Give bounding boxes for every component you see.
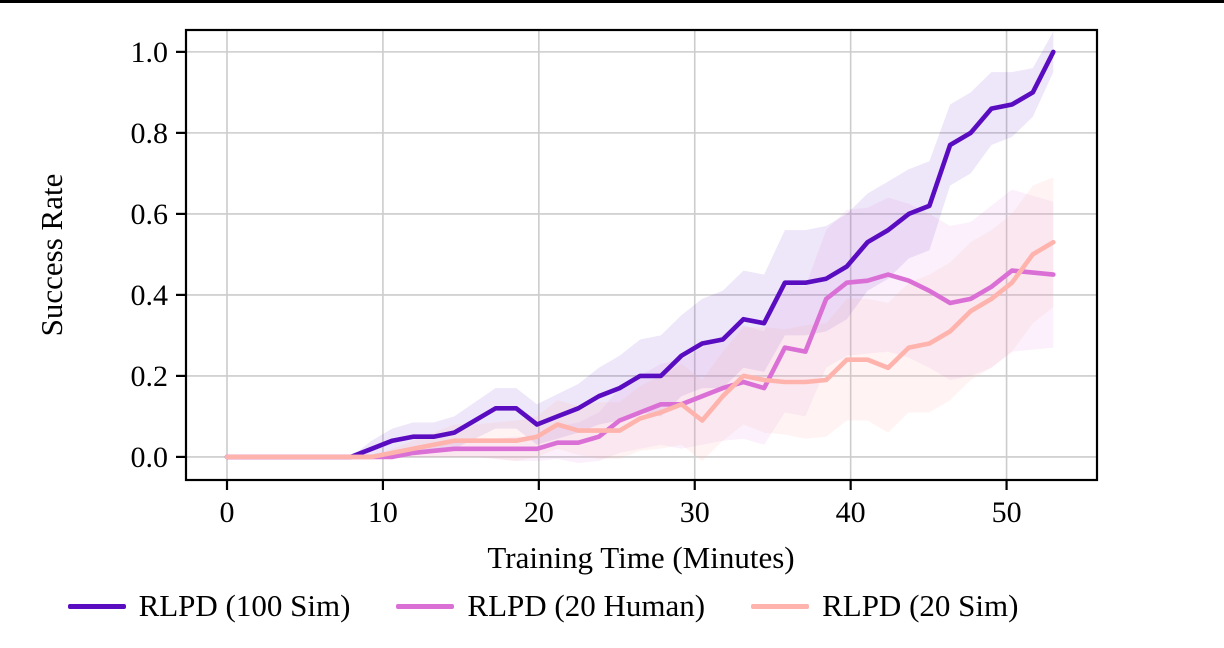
x-tick-label: 0: [220, 496, 235, 529]
y-tick-label: 0.6: [131, 198, 169, 231]
x-tick-label: 50: [992, 496, 1022, 529]
x-axis-label: Training Time (Minutes): [487, 540, 795, 575]
confidence-bands: [227, 31, 1054, 463]
x-tick-label: 40: [836, 496, 866, 529]
band-rlpd-20-sim-: [227, 177, 1054, 461]
tick-labels: 0 10 20 30 40 50 0.0 0.2 0.4 0.6 0.8 1.0: [131, 36, 1022, 529]
legend-item-rlpd-20-sim: RLPD (20 Sim): [751, 588, 1018, 624]
y-tick-label: 0.8: [131, 117, 169, 150]
y-tick-label: 0.2: [131, 360, 169, 393]
axis-ticks: [176, 50, 1008, 490]
x-tick-label: 30: [680, 496, 710, 529]
legend-swatch-rlpd-100-sim: [67, 603, 126, 609]
x-tick-label: 10: [368, 496, 398, 529]
legend-label-rlpd-100-sim: RLPD (100 Sim): [138, 588, 351, 623]
x-tick-label: 20: [524, 496, 554, 529]
legend-item-rlpd-20-human: RLPD (20 Human): [396, 588, 705, 624]
series-line-rlpd-20-sim-: [224, 239, 1056, 460]
legend-swatch-rlpd-20-human: [396, 603, 455, 609]
legend-label-rlpd-20-human: RLPD (20 Human): [467, 588, 706, 623]
chart-legend: RLPD (100 Sim) RLPD (20 Human) RLPD (20 …: [0, 588, 1155, 624]
band-rlpd-100-sim-: [227, 31, 1054, 457]
y-tick-label: 0.0: [131, 441, 169, 474]
y-axis-label: Success Rate: [34, 173, 69, 337]
chart-canvas: 0 10 20 30 40 50 0.0 0.2 0.4 0.6 0.8 1.0: [131, 28, 1099, 529]
top-divider-rule: [0, 0, 1224, 3]
series-line-rlpd-100-sim-: [224, 49, 1056, 460]
legend-item-rlpd-100-sim: RLPD (100 Sim): [67, 588, 351, 624]
series-lines: [224, 49, 1056, 460]
y-tick-label: 0.4: [131, 279, 169, 312]
y-tick-label: 1.0: [131, 36, 169, 69]
legend-swatch-rlpd-20-sim: [751, 603, 810, 609]
band-rlpd-20-human-: [227, 189, 1054, 463]
plot-border: [184, 28, 1099, 482]
legend-label-rlpd-20-sim: RLPD (20 Sim): [822, 588, 1019, 623]
